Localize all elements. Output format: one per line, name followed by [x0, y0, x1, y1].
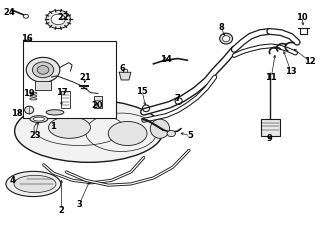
Circle shape [51, 14, 65, 25]
Text: 23: 23 [30, 131, 41, 140]
Circle shape [37, 66, 49, 74]
Text: 5: 5 [188, 131, 194, 140]
Polygon shape [119, 72, 131, 80]
Circle shape [26, 57, 60, 82]
Text: 18: 18 [11, 109, 23, 118]
Text: 10: 10 [296, 12, 308, 21]
Text: 21: 21 [80, 73, 92, 82]
Text: 12: 12 [304, 57, 316, 66]
Ellipse shape [108, 122, 147, 146]
Circle shape [32, 62, 54, 78]
Text: 13: 13 [285, 67, 297, 76]
Text: 17: 17 [56, 88, 67, 97]
Circle shape [23, 14, 28, 18]
Ellipse shape [6, 171, 61, 197]
Ellipse shape [30, 92, 37, 94]
Text: 14: 14 [160, 54, 172, 63]
Text: 7: 7 [175, 94, 181, 103]
Text: 9: 9 [267, 134, 273, 143]
Text: 15: 15 [136, 87, 148, 96]
Text: 3: 3 [76, 200, 82, 209]
Ellipse shape [15, 100, 163, 162]
Text: 11: 11 [265, 73, 277, 82]
Ellipse shape [14, 175, 56, 193]
Circle shape [167, 130, 175, 137]
Text: 22: 22 [57, 12, 69, 21]
Bar [94, 96, 102, 108]
Text: 19: 19 [23, 89, 35, 98]
Text: 16: 16 [21, 34, 33, 43]
Text: 24: 24 [3, 8, 15, 17]
Ellipse shape [46, 110, 64, 115]
Ellipse shape [49, 117, 91, 138]
Text: 4: 4 [9, 176, 15, 185]
Ellipse shape [223, 36, 230, 42]
Text: 2: 2 [58, 206, 64, 215]
Ellipse shape [30, 116, 48, 122]
Bar [61, 91, 70, 108]
Bar [23, 41, 116, 118]
Text: 8: 8 [218, 23, 224, 32]
Bar [35, 81, 51, 90]
Circle shape [46, 10, 70, 28]
Ellipse shape [150, 119, 170, 138]
Ellipse shape [25, 106, 34, 114]
Text: 6: 6 [120, 64, 126, 73]
Ellipse shape [30, 95, 37, 97]
Ellipse shape [30, 98, 37, 100]
Ellipse shape [33, 117, 44, 121]
Bar [261, 119, 280, 136]
Text: 1: 1 [51, 122, 56, 131]
Text: 20: 20 [91, 101, 103, 110]
Ellipse shape [220, 33, 232, 44]
